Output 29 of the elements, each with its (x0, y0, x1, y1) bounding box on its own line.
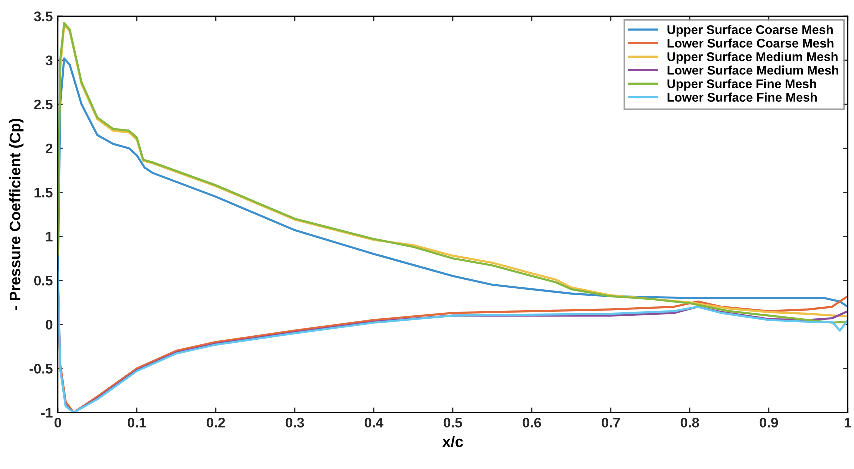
legend-label: Lower Surface Fine Mesh (668, 92, 817, 102)
legend-label: Lower Surface Coarse Mesh (668, 38, 834, 48)
y-tick-label: 1.5 (34, 188, 53, 198)
x-tick-label: 0 (54, 418, 62, 428)
legend-label: Upper Surface Medium Mesh (668, 52, 838, 64)
x-tick-label: 0.8 (680, 418, 700, 428)
y-tick-label: -0.5 (30, 364, 53, 374)
y-tick-label: 3 (46, 56, 53, 66)
x-tick-label: 0.3 (286, 418, 304, 428)
y-tick-label: -1 (41, 408, 53, 418)
y-tick-label: 1 (46, 232, 53, 242)
y-tick-label: 3.5 (34, 12, 53, 22)
y-tick-label: 0.5 (34, 276, 53, 286)
y-tick-label: 2 (46, 144, 53, 154)
y-axis-title: - Pressure Coefficient (Cp) (9, 118, 24, 310)
x-tick-label: 0.1 (128, 418, 146, 428)
x-tick-label: 0.4 (364, 418, 384, 428)
x-tick-label: 1 (845, 418, 852, 428)
legend-label: Upper Surface Coarse Mesh (668, 25, 833, 37)
legend-label: Upper Surface Fine Mesh (668, 79, 816, 91)
x-tick-label: 0.5 (444, 418, 462, 428)
y-tick-label: 0 (46, 320, 53, 330)
y-tick-label: 2.5 (34, 100, 53, 110)
legend-label: Lower Surface Medium Mesh (668, 66, 839, 75)
x-tick-label: 0.2 (206, 418, 226, 428)
x-tick-label: 0.6 (522, 418, 542, 428)
x-tick-label: 0.9 (760, 418, 778, 428)
x-axis-title: x/c (442, 436, 464, 448)
x-tick-label: 0.7 (602, 418, 620, 428)
